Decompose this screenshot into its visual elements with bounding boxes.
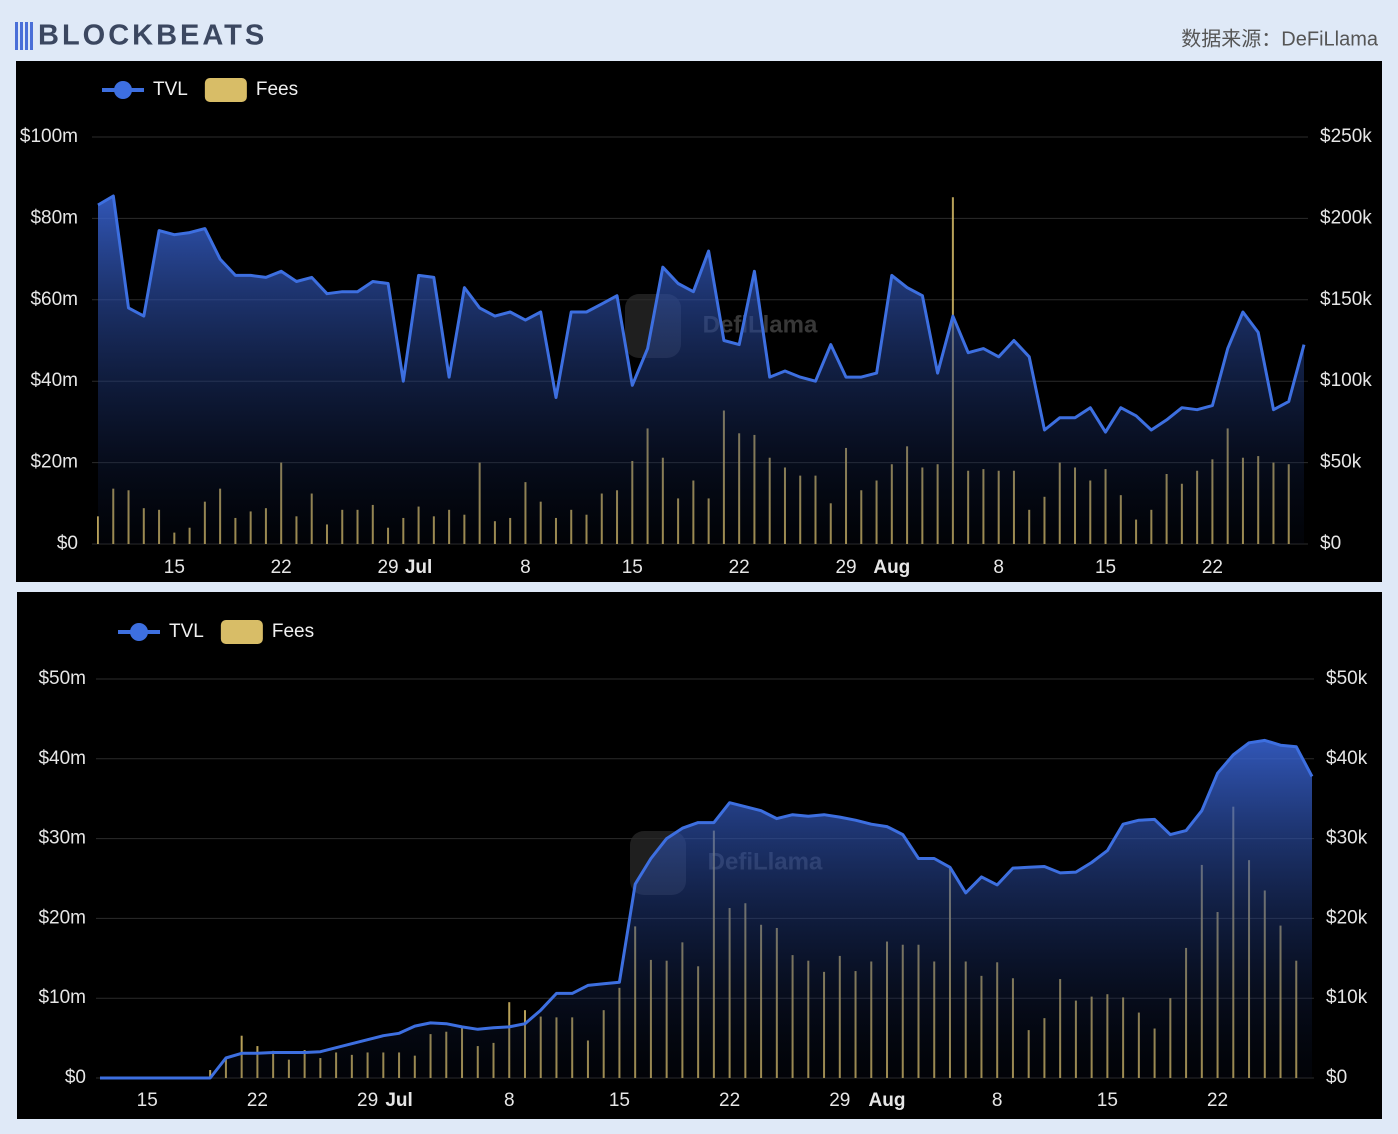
x-tick-label: 15 bbox=[609, 1090, 630, 1111]
legend-label: TVL bbox=[169, 621, 204, 642]
x-tick-label: 22 bbox=[719, 1090, 740, 1111]
y-tick-label: $20m bbox=[38, 907, 86, 928]
y2-tick-label: $100k bbox=[1320, 370, 1372, 391]
y-tick-label: $30m bbox=[38, 828, 86, 849]
x-tick-label: Aug bbox=[869, 1090, 906, 1111]
legend-label: Fees bbox=[272, 621, 314, 642]
y2-tick-label: $50k bbox=[1320, 452, 1362, 473]
x-tick-label: 15 bbox=[1095, 557, 1116, 578]
x-tick-label: 8 bbox=[992, 1090, 1003, 1111]
y-tick-label: $100m bbox=[20, 126, 78, 147]
legend-dot bbox=[114, 81, 132, 99]
y2-tick-label: $0 bbox=[1320, 533, 1341, 554]
legend-swatch bbox=[204, 78, 247, 102]
x-tick-label: 29 bbox=[377, 557, 398, 578]
y-tick-label: $40m bbox=[30, 370, 78, 391]
y-tick-label: $0 bbox=[65, 1067, 86, 1088]
x-tick-label: Jul bbox=[405, 557, 432, 578]
legend-label: TVL bbox=[153, 79, 188, 100]
tvl-line bbox=[97, 194, 1306, 434]
legend-dot bbox=[130, 623, 148, 641]
tvl-area bbox=[100, 740, 1312, 1078]
legend-swatch bbox=[220, 620, 263, 644]
y-tick-label: $80m bbox=[30, 207, 78, 228]
y2-tick-label: $0 bbox=[1326, 1067, 1347, 1088]
x-tick-label: 15 bbox=[164, 557, 185, 578]
y-tick-label: $60m bbox=[30, 289, 78, 310]
x-tick-label: 29 bbox=[829, 1090, 850, 1111]
x-tick-label: 8 bbox=[520, 557, 531, 578]
x-tick-label: 29 bbox=[357, 1090, 378, 1111]
y2-tick-label: $150k bbox=[1320, 289, 1372, 310]
y-tick-label: $0 bbox=[57, 533, 78, 554]
x-tick-label: 29 bbox=[835, 557, 856, 578]
source-note: 数据来源：DeFiLlama bbox=[1181, 27, 1379, 50]
x-tick-label: 22 bbox=[271, 557, 292, 578]
x-tick-label: 22 bbox=[729, 557, 750, 578]
x-tick-label: 8 bbox=[993, 557, 1004, 578]
x-tick-label: 15 bbox=[137, 1090, 158, 1111]
y-tick-label: $40m bbox=[38, 748, 86, 769]
y2-tick-label: $50k bbox=[1326, 668, 1368, 689]
x-tick-label: 15 bbox=[1097, 1090, 1118, 1111]
y-tick-label: $10m bbox=[38, 987, 86, 1008]
y2-tick-label: $200k bbox=[1320, 207, 1372, 228]
tvl-area bbox=[98, 196, 1304, 544]
x-tick-label: 8 bbox=[504, 1090, 515, 1111]
y-tick-label: $20m bbox=[30, 452, 78, 473]
legend-label: Fees bbox=[256, 79, 298, 100]
x-tick-label: Jul bbox=[385, 1090, 412, 1111]
y2-tick-label: $40k bbox=[1326, 748, 1368, 769]
y2-tick-label: $20k bbox=[1326, 907, 1368, 928]
fee-bar bbox=[209, 1070, 212, 1078]
y-tick-label: $50m bbox=[38, 668, 86, 689]
y2-tick-label: $250k bbox=[1320, 126, 1372, 147]
x-tick-label: 22 bbox=[247, 1090, 268, 1111]
x-tick-label: Aug bbox=[873, 557, 910, 578]
x-tick-label: 15 bbox=[622, 557, 643, 578]
x-tick-label: 22 bbox=[1202, 557, 1223, 578]
tvl-line bbox=[100, 738, 1314, 1080]
y2-tick-label: $10k bbox=[1326, 987, 1368, 1008]
y2-tick-label: $30k bbox=[1326, 828, 1368, 849]
logo-text: BLOCKBEATS bbox=[38, 20, 267, 52]
logo-icon bbox=[15, 22, 33, 50]
x-tick-label: 22 bbox=[1207, 1090, 1228, 1111]
